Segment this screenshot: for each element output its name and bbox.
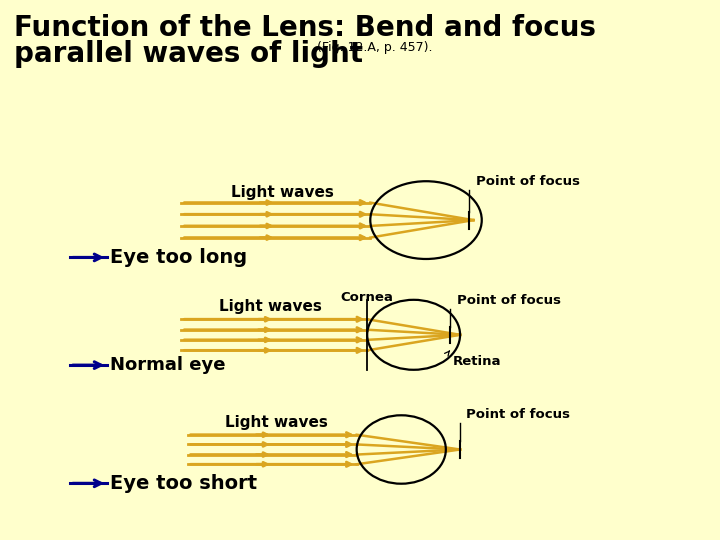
Text: Light waves: Light waves (219, 299, 321, 314)
Text: Point of focus: Point of focus (457, 294, 561, 307)
Text: Eye too long: Eye too long (110, 248, 248, 267)
Text: Point of focus: Point of focus (475, 175, 580, 188)
Text: Point of focus: Point of focus (467, 408, 570, 421)
Text: parallel waves of light: parallel waves of light (14, 40, 364, 69)
Text: Normal eye: Normal eye (110, 356, 226, 374)
Text: Function of the Lens: Bend and focus: Function of the Lens: Bend and focus (14, 14, 596, 42)
Text: Retina: Retina (453, 355, 501, 368)
Text: Cornea: Cornea (341, 291, 394, 303)
Text: Light waves: Light waves (225, 415, 328, 430)
Text: Light waves: Light waves (231, 185, 334, 200)
Text: Eye too short: Eye too short (110, 474, 257, 493)
Text: (Fig. 12.A, p. 457).: (Fig. 12.A, p. 457). (317, 40, 432, 53)
